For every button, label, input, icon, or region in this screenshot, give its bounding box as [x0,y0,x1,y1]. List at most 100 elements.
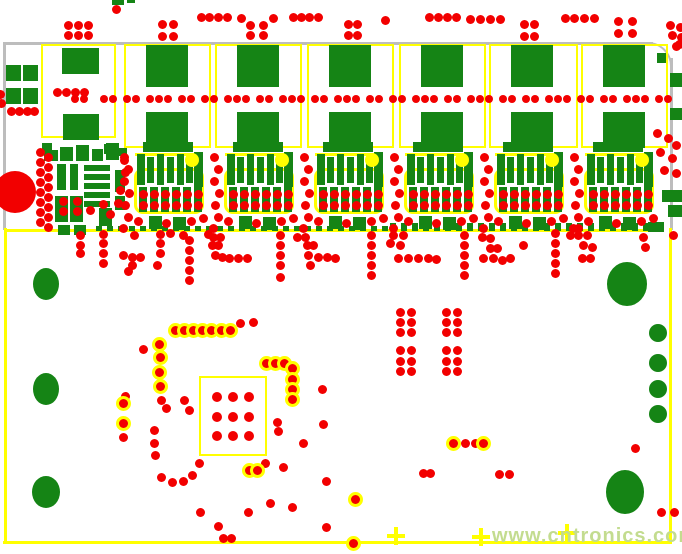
copper-dash [272,226,278,231]
via-dot [167,477,177,487]
via-dot [272,417,282,427]
via-dot [550,258,560,268]
ic-pin-pad [366,157,373,183]
plated-via-dot [216,325,226,335]
via-dot [659,165,669,175]
copper-pad [23,65,38,81]
via-dot [553,200,563,210]
copper-pad [74,225,86,235]
via-dot [184,265,194,275]
via-dot [179,395,189,405]
via-dot [648,213,658,223]
via-dot [241,94,251,104]
plated-via-dot [118,398,128,408]
via-dot [613,28,623,38]
via-dot [643,189,653,199]
via-dot [452,307,462,317]
via-dot [585,253,595,263]
plated-via-dot [179,325,189,335]
ic-pin-pad [442,187,450,212]
via-dot [313,12,323,22]
ic-pin-pad [237,157,244,183]
via-dot [278,462,288,472]
copper-pad [58,225,70,235]
plated-via-dot [279,358,289,368]
copper-pad [118,148,127,156]
copper-pad [503,142,553,152]
via-dot [631,94,641,104]
via-dot [98,229,108,239]
ic-pin-pad [194,152,203,187]
copper-dash [511,223,517,231]
ic-pin-pad [273,187,281,212]
via-dot [498,94,508,104]
ic-pin-pad [417,157,424,183]
silkscreen-board-line [669,228,672,544]
pin1-fiducial-dot [185,153,199,167]
via-dot [14,106,24,116]
ic-pin-pad [183,187,191,212]
via-dot [129,230,139,240]
ic-pin-pad [554,187,562,212]
via-dot [98,199,108,209]
via-dot [305,260,315,270]
via-dot [366,250,376,260]
copper-pad [233,142,283,152]
via-dot [260,458,270,468]
via-dot [302,240,312,250]
plated-via-dot [207,325,217,335]
via-dot [485,243,495,253]
via-dot [200,94,210,104]
via-dot [542,189,552,199]
via-dot [674,39,682,49]
via-dot [406,356,416,366]
ic-pin-pad [157,154,164,185]
via-dot [171,200,181,210]
silkscreen-line [315,153,381,156]
via-dot [568,223,578,233]
via-dot [459,240,469,250]
mounting-hole-pad [649,380,667,398]
via-dot [553,94,563,104]
copper-dash [621,223,627,231]
via-dot [61,87,71,97]
via-dot [394,188,404,198]
ic-pin-pad [546,157,553,183]
via-dot [459,270,469,280]
via-dot [275,250,285,260]
via-dot [35,167,45,177]
mounting-hole-pad [649,405,667,423]
via-dot [663,94,673,104]
copper-dash [643,223,649,231]
via-dot [152,260,162,270]
ic-pin-pad [447,154,454,185]
via-dot [215,232,225,242]
via-dot [273,426,283,436]
via-dot [212,431,222,441]
via-dot [218,533,228,543]
via-dot [224,253,234,263]
via-dot [452,345,462,355]
via-dot [509,189,519,199]
via-dot [588,189,598,199]
via-dot [483,212,493,222]
via-dot [441,327,451,337]
via-dot [395,366,405,376]
via-dot [424,12,434,22]
copper-pad [662,190,682,202]
via-dot [395,307,405,317]
via-dot [318,200,328,210]
via-dot [366,260,376,270]
via-dot [105,209,115,219]
mounting-hole-pad [649,354,667,372]
via-dot [333,94,343,104]
copper-dash [327,226,333,231]
silkscreen-line [225,153,291,156]
via-dot [638,232,648,242]
via-dot [408,189,418,199]
copper-pad [6,88,21,104]
ic-pin-pad [636,157,643,183]
plated-via-dot [287,384,297,394]
via-dot [352,19,362,29]
